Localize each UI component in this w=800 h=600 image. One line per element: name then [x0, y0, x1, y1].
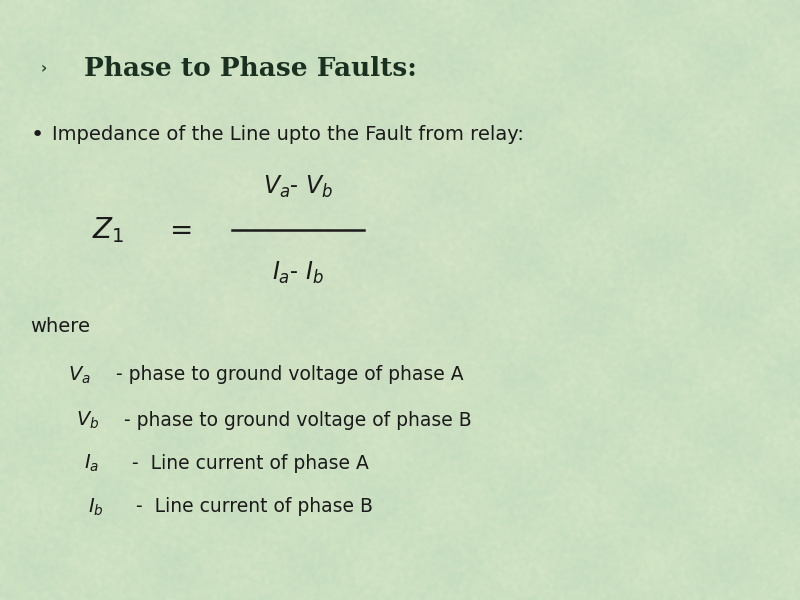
Text: - phase to ground voltage of phase A: - phase to ground voltage of phase A	[116, 365, 464, 385]
Text: $I_{a}$: $I_{a}$	[84, 452, 99, 474]
Text: •: •	[30, 125, 44, 145]
Text: $V_{a}$: $V_{a}$	[68, 364, 90, 386]
Text: Phase to Phase Faults:: Phase to Phase Faults:	[84, 56, 417, 82]
Text: $V_{b}$: $V_{b}$	[76, 409, 99, 431]
Text: Impedance of the Line upto the Fault from relay:: Impedance of the Line upto the Fault fro…	[52, 125, 524, 145]
Text: $I_a$- $I_b$: $I_a$- $I_b$	[272, 260, 324, 286]
Text: - phase to ground voltage of phase B: - phase to ground voltage of phase B	[124, 410, 472, 430]
Text: -  Line current of phase B: - Line current of phase B	[136, 497, 373, 517]
Text: where: where	[30, 317, 90, 337]
Text: $=$: $=$	[164, 216, 192, 244]
Text: $Z_1$: $Z_1$	[92, 215, 124, 245]
Text: ›: ›	[41, 61, 47, 76]
Text: $V_a$- $V_b$: $V_a$- $V_b$	[263, 173, 333, 200]
Text: -  Line current of phase A: - Line current of phase A	[132, 454, 369, 473]
Text: $I_{b}$: $I_{b}$	[88, 496, 104, 518]
